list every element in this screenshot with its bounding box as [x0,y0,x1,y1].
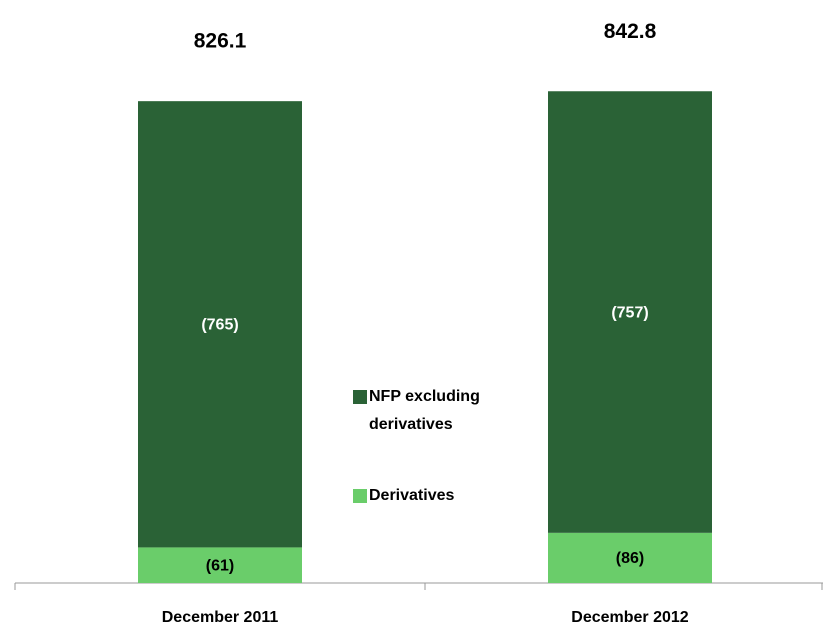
legend-swatch [353,390,367,404]
legend-label: Derivatives [369,487,455,504]
legend-swatch [353,489,367,503]
bar-segment [138,547,302,583]
data-label: (61) [206,557,234,574]
x-tick-label: December 2012 [571,609,689,626]
bar-segment [548,532,712,583]
legend-label: NFP excluding derivatives [369,388,480,433]
data-label: (86) [616,550,644,567]
data-label: (757) [611,304,648,321]
total-label: 842.8 [604,20,657,43]
total-label: 826.1 [194,30,247,53]
x-tick-label: December 2011 [162,609,279,626]
data-label: (765) [201,317,238,334]
bar-segment [548,91,712,533]
bar-segment [138,101,302,548]
